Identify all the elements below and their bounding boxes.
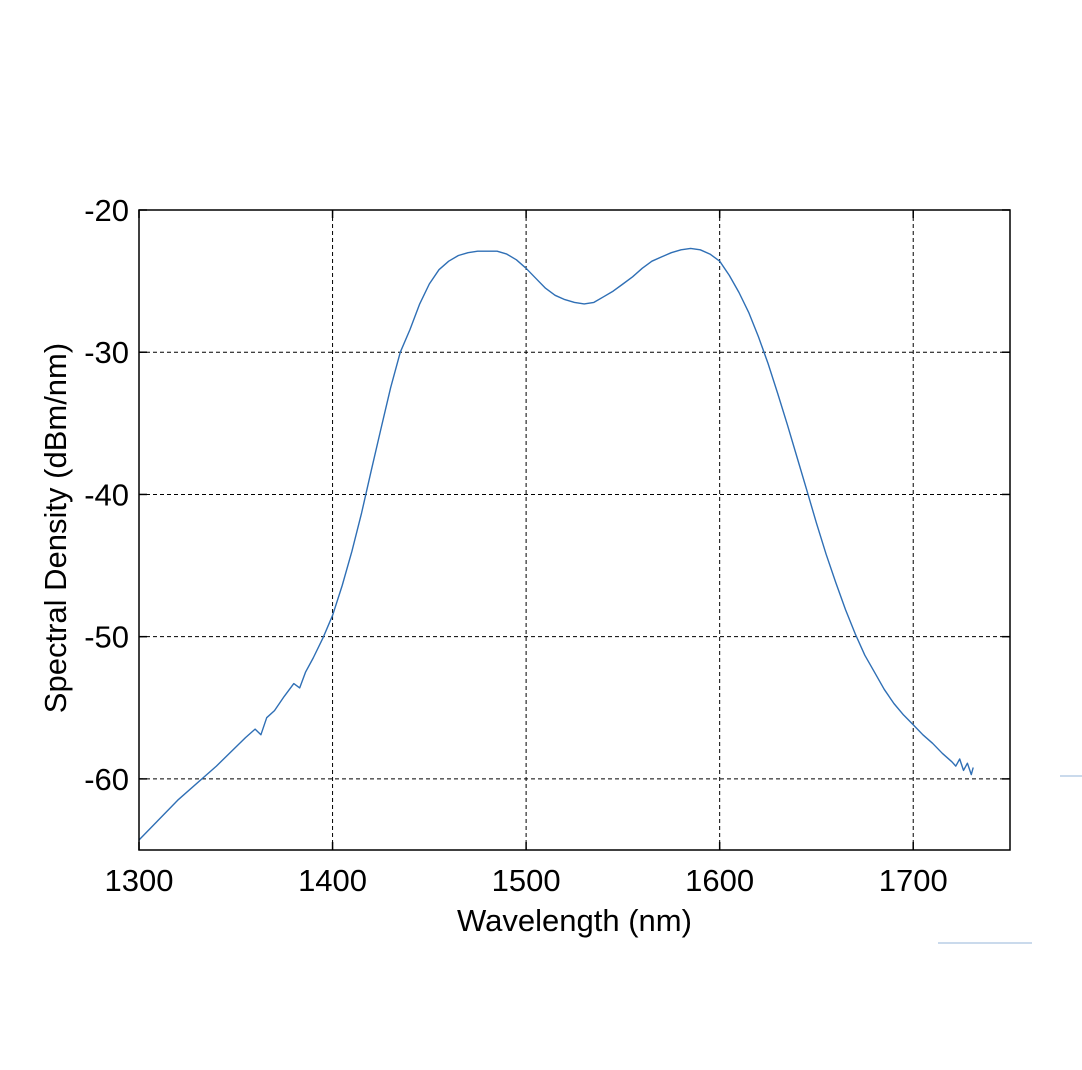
grid-lines — [138, 209, 1010, 850]
y-axis-title: Spectral Density (dBm/nm) — [38, 343, 73, 713]
x-tick-label: 1300 — [105, 863, 174, 898]
y-tick-label: -60 — [84, 762, 129, 797]
y-tick-label: -30 — [84, 335, 129, 370]
y-tick-label: -50 — [84, 620, 129, 655]
plot-frame — [138, 209, 1011, 851]
y-tick-label: -20 — [84, 193, 129, 228]
x-tick-label: 1500 — [492, 863, 561, 898]
axis-ticks: 1300 1400 1500 1600 1700 -20 -30 -40 -50 -60 — [84, 193, 1010, 898]
x-tick-label: 1700 — [879, 863, 948, 898]
y-tick-label: -40 — [84, 477, 129, 512]
spectrum-series-line — [138, 247, 974, 841]
x-tick-label: 1400 — [298, 863, 367, 898]
x-axis-title: Wavelength (nm) — [457, 903, 692, 938]
x-tick-label: 1600 — [685, 863, 754, 898]
plot-line-group — [138, 247, 974, 841]
